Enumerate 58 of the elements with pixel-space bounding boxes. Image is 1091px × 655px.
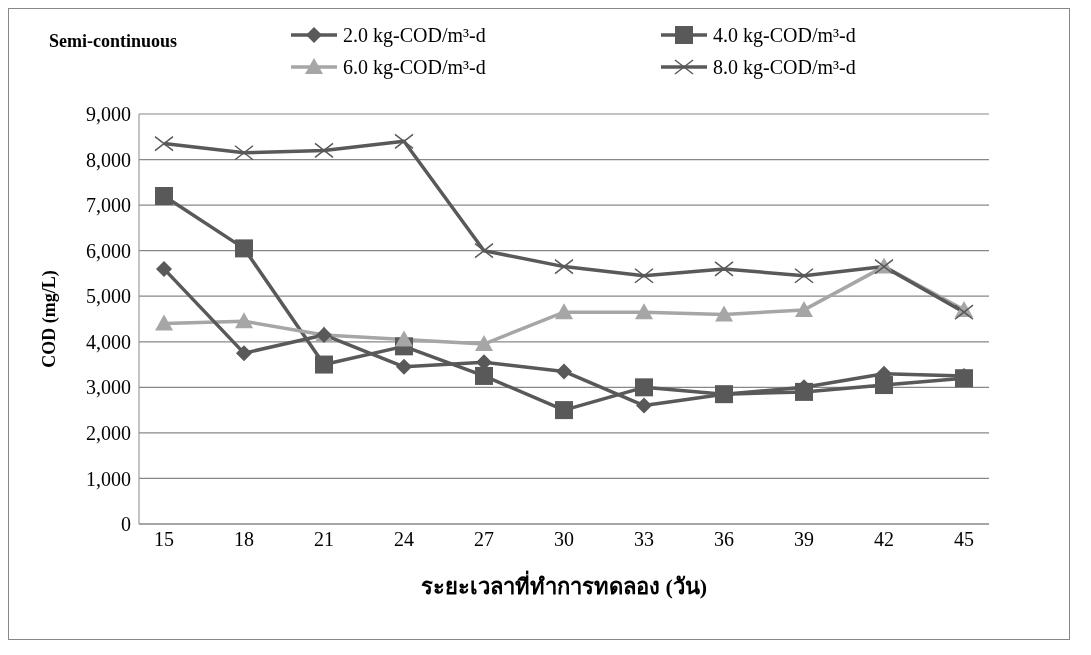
point [315, 355, 333, 374]
x-axis-title: ระยะเวลาที่ทำการทดลอง (วัน) [420, 570, 708, 599]
point [394, 133, 414, 150]
point [554, 258, 574, 275]
y-tick-label: 4,000 [86, 330, 131, 353]
point [234, 144, 254, 161]
point [715, 305, 733, 322]
point [635, 303, 653, 320]
y-tick-label: 0 [121, 513, 131, 536]
point [156, 260, 172, 277]
y-tick-label: 1,000 [86, 467, 131, 490]
point [155, 187, 173, 205]
x-tick-label: 33 [634, 528, 654, 551]
y-tick-label: 5,000 [86, 285, 131, 308]
y-tick-label: 9,000 [86, 103, 131, 126]
point [636, 397, 652, 414]
x-tick-label: 27 [474, 528, 494, 551]
y-tick-label: 7,000 [86, 194, 131, 217]
y-tick-label: 8,000 [86, 148, 131, 171]
chart-title: Semi-continuous [49, 31, 178, 52]
point [954, 304, 974, 320]
point [154, 135, 174, 152]
point [475, 335, 493, 352]
y-axis-title: COD (mg/L) [39, 270, 61, 368]
point [635, 378, 653, 397]
point [714, 261, 734, 277]
point [634, 267, 654, 284]
y-tick-label: 6,000 [86, 239, 131, 262]
legend-label: 2.0 kg-COD/m³-d [343, 23, 486, 47]
point [875, 376, 893, 395]
point [795, 300, 813, 317]
point [555, 303, 573, 320]
y-tick-label: 2,000 [86, 421, 131, 444]
point [794, 267, 814, 284]
point [235, 312, 253, 329]
x-tick-label: 21 [314, 528, 334, 551]
point [475, 366, 493, 385]
x-tick-label: 45 [954, 528, 974, 551]
legend-label: 8.0 kg-COD/m³-d [713, 55, 856, 79]
y-tick-label: 3,000 [86, 376, 131, 399]
legend-label: 4.0 kg-COD/m³-d [713, 23, 856, 47]
point [474, 242, 494, 259]
x-tick-label: 24 [394, 528, 414, 551]
legend-label: 6.0 kg-COD/m³-d [343, 55, 486, 79]
point [395, 330, 413, 347]
x-tick-label: 36 [714, 528, 734, 551]
x-tick-label: 39 [794, 528, 814, 551]
x-tick-label: 30 [554, 528, 574, 551]
point [555, 401, 573, 420]
x-tick-label: 15 [154, 528, 174, 551]
point [556, 363, 572, 380]
point [314, 142, 334, 159]
point [236, 345, 252, 362]
point [235, 239, 253, 258]
x-tick-label: 18 [234, 528, 254, 551]
point [396, 358, 412, 375]
x-tick-label: 42 [874, 528, 894, 551]
point [155, 314, 173, 331]
